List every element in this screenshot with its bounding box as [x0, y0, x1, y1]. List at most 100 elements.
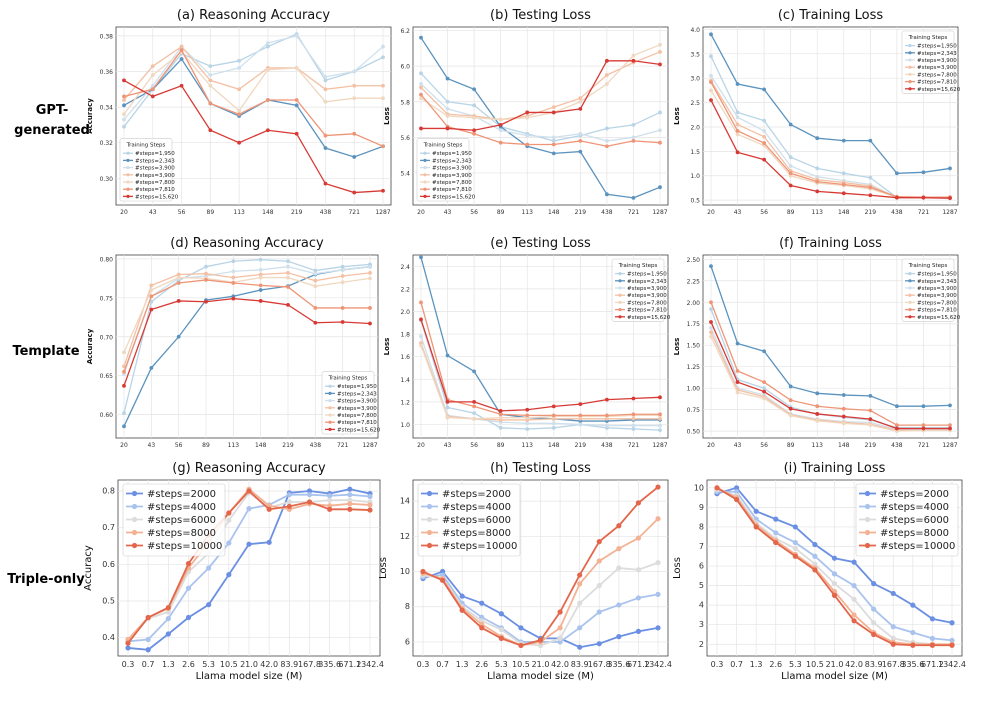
data-point: [894, 195, 899, 200]
data-point: [498, 408, 503, 413]
chart-title: (a) Reasoning Accuracy: [177, 8, 331, 23]
legend-box: [417, 483, 521, 557]
legend-swatch-marker: [423, 180, 427, 184]
legend-entry: #steps=2000: [147, 489, 216, 500]
x-tick-label: 2.6: [475, 660, 488, 669]
legend-entry: #steps=2000: [442, 489, 511, 500]
series-line: [123, 51, 383, 115]
x-axis-label: Llama model size (M): [781, 671, 888, 682]
x-tick-label: 335.6: [607, 660, 630, 669]
legend-entry: #steps=2,343: [135, 158, 175, 164]
data-point: [367, 493, 373, 500]
data-point: [306, 492, 313, 498]
data-point: [792, 524, 798, 530]
x-tick-label: 89: [207, 209, 215, 216]
data-point: [733, 489, 740, 495]
data-point: [762, 157, 767, 162]
y-axis-label: Loss: [673, 107, 681, 125]
chart-title: (b) Testing Loss: [490, 8, 591, 23]
x-tick-label: 5.3: [789, 660, 802, 669]
legend-title: Training Steps: [126, 143, 166, 149]
series-line: [421, 60, 661, 131]
data-point: [871, 620, 877, 626]
x-tick-label: 56: [760, 209, 768, 216]
data-point: [150, 64, 155, 69]
data-point: [604, 413, 609, 418]
data-point: [122, 78, 126, 83]
data-point: [525, 110, 530, 115]
data-point: [709, 88, 713, 93]
legend-entry: #steps=8000: [147, 528, 216, 539]
data-point: [498, 425, 503, 430]
data-point: [871, 631, 877, 638]
legend-entry: #steps=7,800: [135, 180, 175, 186]
data-point: [381, 44, 385, 49]
data-point: [313, 271, 318, 276]
y-tick-label: 2.50: [687, 257, 701, 264]
data-point: [176, 281, 181, 285]
legend-swatch-marker: [864, 490, 871, 497]
data-point: [498, 412, 503, 417]
x-tick-label: 438: [601, 209, 613, 216]
x-tick-label: 219: [291, 209, 303, 216]
data-point: [122, 383, 126, 388]
data-point: [185, 585, 192, 591]
legend-entry: #steps=4000: [147, 502, 216, 513]
data-point: [894, 171, 899, 176]
data-point: [851, 596, 857, 602]
data-point: [208, 128, 213, 133]
data-point: [381, 55, 385, 60]
data-point: [323, 146, 328, 150]
x-tick-label: 113: [228, 442, 240, 449]
data-point: [753, 508, 759, 514]
data-point: [347, 501, 353, 507]
data-point: [381, 83, 385, 88]
data-point: [735, 341, 740, 346]
data-point: [631, 416, 636, 421]
data-point: [323, 99, 328, 104]
y-tick-label: 5.8: [400, 99, 410, 106]
data-point: [145, 647, 151, 653]
data-point: [352, 69, 357, 74]
legend-swatch-marker: [908, 272, 912, 276]
x-tick-label: 0.3: [122, 660, 135, 669]
data-point: [323, 133, 328, 138]
y-tick-label: 0.5: [102, 597, 115, 606]
y-tick-label: 1.0: [400, 422, 410, 429]
data-point: [890, 635, 896, 642]
data-point: [258, 272, 263, 277]
data-point: [604, 73, 609, 77]
y-tick-label: 0.75: [100, 295, 114, 302]
data-point: [286, 499, 292, 505]
y-tick-label: 4.0: [690, 27, 700, 34]
legend-entry: #steps=1,950: [917, 272, 957, 278]
legend-swatch-marker: [328, 427, 332, 431]
y-tick-label: 5: [699, 581, 704, 590]
data-point: [815, 136, 820, 141]
data-point: [949, 637, 955, 643]
x-tick-label: 219: [865, 209, 877, 216]
x-tick-label: 167.8: [298, 660, 321, 669]
data-point: [551, 425, 556, 430]
x-tick-label: 671.2: [921, 660, 944, 669]
x-tick-label: 21.0: [826, 660, 844, 669]
legend-box: [611, 258, 665, 322]
x-tick-label: 56: [178, 209, 186, 216]
data-point: [890, 590, 896, 597]
data-point: [445, 114, 450, 118]
data-point: [150, 87, 155, 92]
legend-swatch-marker: [423, 194, 427, 198]
x-tick-label: 0.3: [417, 660, 430, 669]
x-tick-label: 148: [262, 209, 274, 216]
data-point: [655, 516, 661, 522]
legend-entry: #steps=3,900: [432, 173, 472, 179]
data-point: [459, 607, 465, 613]
y-tick-label: 3.0: [690, 76, 700, 83]
legend-entry: #steps=7,810: [135, 187, 175, 193]
series-line: [420, 320, 661, 431]
data-point: [231, 296, 236, 301]
data-point: [733, 496, 740, 503]
data-point: [709, 98, 713, 103]
legend-entry: #steps=7,800: [917, 300, 957, 306]
y-axis-label: Loss: [383, 338, 391, 356]
